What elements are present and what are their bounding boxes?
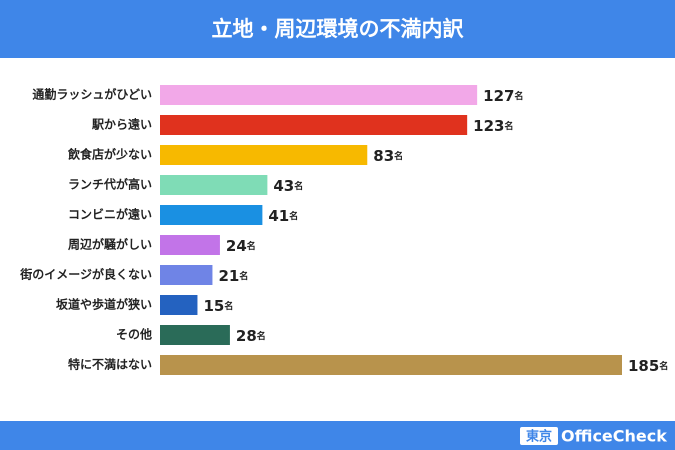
bar (160, 235, 220, 255)
bar (160, 265, 213, 285)
category-label: 周辺が騒がしい (68, 237, 152, 252)
value-label: 185名 (628, 357, 668, 375)
bar (160, 85, 478, 105)
category-label: 駅から遠い (91, 117, 152, 132)
bar (160, 115, 468, 135)
bar (160, 145, 368, 165)
footer-band (0, 421, 675, 450)
value-label: 127名 (483, 87, 523, 105)
bar (160, 355, 622, 375)
category-label: 特に不満はない (68, 357, 152, 372)
title-banner (0, 0, 675, 58)
brand-box (520, 427, 558, 445)
bar (160, 325, 230, 345)
category-label: 街のイメージが良くない (19, 267, 152, 282)
bar (160, 295, 198, 315)
value-label: 41名 (268, 207, 298, 225)
bar (160, 205, 263, 225)
category-label: 飲食店が少ない (67, 147, 152, 162)
value-label: 21名 (218, 267, 248, 285)
category-label: 通勤ラッシュがひどい (32, 87, 152, 102)
chart-title: 立地・周辺環境の不満内訳 (212, 17, 465, 41)
category-label: ランチ代が高い (68, 177, 152, 192)
value-label: 43名 (273, 177, 303, 195)
value-label: 24名 (226, 237, 256, 255)
value-label: 28名 (236, 327, 266, 345)
category-label: 坂道や歩道が狭い (56, 297, 152, 312)
category-label: その他 (116, 327, 152, 342)
category-label: コンビニが遠い (68, 207, 152, 222)
bar (160, 175, 268, 195)
brand-box-text: 東京 (526, 429, 552, 445)
value-label: 15名 (203, 297, 233, 315)
brand-name: OfficeCheck (561, 427, 667, 446)
value-label: 123名 (473, 117, 513, 135)
value-label: 83名 (373, 147, 403, 165)
